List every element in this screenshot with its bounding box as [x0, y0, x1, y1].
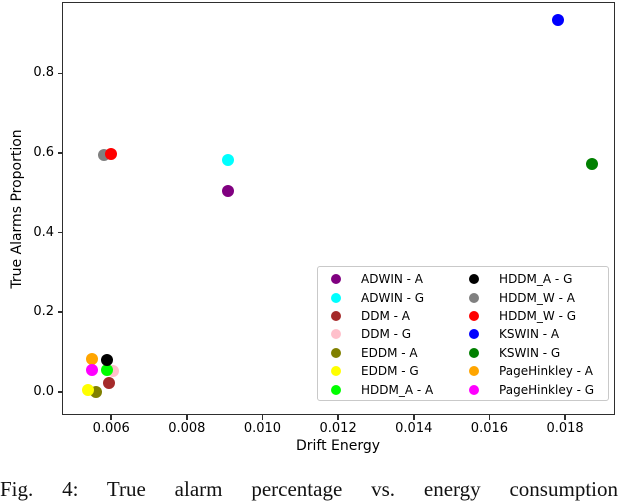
- legend-item: DDM - G: [318, 325, 456, 343]
- scatter-point-adwin---g: [222, 153, 235, 166]
- legend-item: HDDM_A - G: [456, 270, 608, 288]
- y-tick: [57, 311, 62, 313]
- x-tick-label: 0.014: [395, 421, 433, 436]
- legend-swatch-icon: [469, 292, 480, 303]
- legend-label: HDDM_W - A: [499, 290, 575, 305]
- x-tick-label: 0.018: [546, 421, 584, 436]
- x-tick: [488, 415, 491, 420]
- legend-label: HDDM_A - G: [499, 272, 573, 287]
- legend-swatch-icon: [331, 310, 341, 321]
- y-tick: [57, 391, 62, 393]
- scatter-point-hddm-a---a: [101, 364, 114, 377]
- legend-swatch-icon: [331, 274, 341, 285]
- y-tick-label: 0.4: [33, 224, 54, 240]
- legend-item: HDDM_W - A: [456, 288, 608, 306]
- legend: ADWIN - A ADWIN - G DDM - A DDM - G EDDM - A…: [317, 266, 609, 401]
- scatter-figure: 0.006 0.008 0.010 0.012 0.014 0.016 0.018 0.0 0.…: [9, 2, 615, 454]
- legend-item: HDDM_W - G: [456, 307, 608, 325]
- legend-column-1: ADWIN - A ADWIN - G DDM - A DDM - G EDDM - A…: [318, 270, 456, 400]
- x-tick-label: 0.010: [243, 421, 282, 436]
- legend-swatch-icon: [469, 274, 480, 285]
- x-tick-label: 0.012: [319, 421, 357, 436]
- y-axis-label: True Alarms Proportion: [9, 129, 25, 289]
- legend-swatch-icon: [331, 347, 341, 358]
- scatter-point-pagehinkley---g: [86, 363, 99, 376]
- legend-item: PageHinkley - A: [456, 362, 608, 380]
- x-tick-label: 0.008: [168, 421, 206, 436]
- scatter-point-pagehinkley---a: [86, 353, 99, 366]
- y-tick: [57, 72, 62, 75]
- x-tick: [186, 415, 188, 420]
- scatter-point-kswin---a: [551, 14, 564, 27]
- x-tick: [413, 415, 415, 420]
- legend-item: DDM - A: [318, 307, 456, 325]
- legend-label: DDM - A: [361, 308, 411, 323]
- figure-caption: Fig. 4: True alarm percentage vs. energy…: [0, 477, 618, 501]
- legend-item: EDDM - G: [318, 362, 456, 380]
- legend-swatch-icon: [469, 366, 480, 377]
- x-tick: [110, 415, 112, 420]
- x-tick: [564, 415, 566, 420]
- y-tick-label: 0.6: [33, 144, 54, 160]
- legend-label: PageHinkley - G: [499, 382, 595, 397]
- y-tick: [57, 231, 62, 234]
- y-tick-label: 0.2: [33, 304, 54, 320]
- legend-label: KSWIN - G: [499, 345, 561, 360]
- legend-item: KSWIN - G: [456, 344, 608, 362]
- scatter-point-ddm---a: [103, 377, 116, 390]
- legend-swatch-icon: [331, 384, 341, 395]
- legend-label: ADWIN - A: [361, 272, 423, 287]
- x-tick: [337, 415, 339, 420]
- y-tick-label: 0.8: [33, 65, 54, 81]
- legend-item: ADWIN - G: [318, 288, 456, 306]
- legend-swatch-icon: [469, 347, 480, 358]
- scatter-point-hddm-a---g: [101, 353, 114, 366]
- legend-swatch-icon: [331, 329, 341, 340]
- legend-column-2: HDDM_A - G HDDM_W - A HDDM_W - G KSWIN - A K…: [456, 270, 608, 400]
- legend-label: PageHinkley - A: [499, 364, 593, 379]
- legend-swatch-icon: [331, 366, 341, 377]
- x-tick-label: 0.016: [470, 421, 509, 436]
- legend-label: EDDM - G: [361, 364, 419, 379]
- y-tick-label: 0.0: [33, 383, 54, 399]
- scatter-point-adwin---a: [222, 184, 235, 197]
- x-tick: [261, 415, 264, 420]
- legend-label: EDDM - A: [361, 345, 418, 360]
- legend-label: DDM - G: [361, 327, 412, 342]
- scatter-point-hddm-w---g: [105, 147, 118, 160]
- legend-item: KSWIN - A: [456, 325, 608, 343]
- x-axis-label: Drift Energy: [295, 438, 381, 454]
- scatter-point-kswin---g: [585, 158, 598, 171]
- legend-swatch-icon: [469, 384, 480, 395]
- legend-label: HDDM_W - G: [499, 308, 577, 323]
- legend-item: PageHinkley - G: [456, 380, 608, 398]
- legend-label: ADWIN - G: [361, 290, 425, 305]
- legend-swatch-icon: [469, 329, 480, 340]
- legend-label: KSWIN - A: [499, 327, 560, 342]
- scatter-point-eddm---g: [82, 383, 95, 396]
- legend-item: HDDM_A - A: [318, 380, 456, 398]
- y-tick: [57, 152, 62, 154]
- legend-swatch-icon: [331, 292, 341, 303]
- legend-item: EDDM - A: [318, 344, 456, 362]
- legend-swatch-icon: [469, 310, 480, 321]
- legend-label: HDDM_A - A: [361, 382, 434, 397]
- x-tick-label: 0.006: [92, 421, 130, 436]
- legend-item: ADWIN - A: [318, 270, 456, 288]
